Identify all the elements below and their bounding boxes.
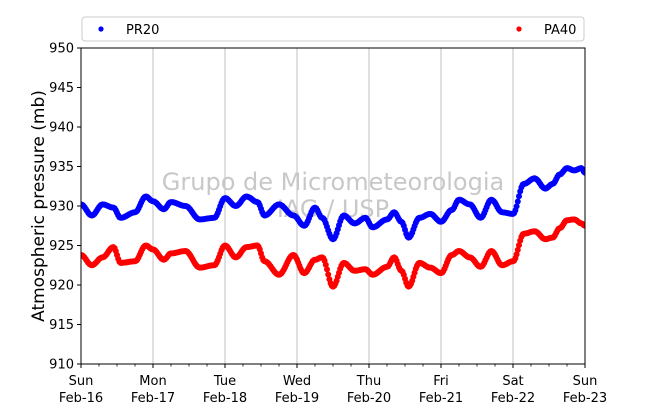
y-tick-label: 925 <box>49 239 74 254</box>
watermark-line-1: Grupo de Micrometeorologia <box>162 168 504 196</box>
grid-lines <box>80 48 586 364</box>
y-tick-label: 910 <box>49 358 74 373</box>
y-tick-label: 950 <box>49 42 74 57</box>
legend-marker-pa40 <box>516 26 522 32</box>
x-tick-label-day: Wed <box>283 374 311 389</box>
series-pr20 <box>81 165 585 243</box>
x-tick-label-date: Feb-20 <box>347 391 391 406</box>
watermark: Grupo de Micrometeorologia IAG / USP <box>162 168 504 223</box>
data-point <box>516 242 522 249</box>
y-tick-label: 940 <box>49 121 74 136</box>
legend-label-pr20: PR20 <box>126 23 159 38</box>
x-tick-label-day: Sat <box>502 374 523 389</box>
y-tick-label: 930 <box>49 200 74 215</box>
y-tick-label: 945 <box>49 81 74 96</box>
x-tick-label-date: Feb-23 <box>563 391 607 406</box>
data-point <box>582 222 585 229</box>
x-tick-label-day: Fri <box>433 374 449 389</box>
y-tick-label: 935 <box>49 160 74 175</box>
x-tick-label-date: Feb-22 <box>491 391 535 406</box>
x-tick-label-date: Feb-19 <box>275 391 319 406</box>
y-tick-label: 920 <box>49 279 74 294</box>
data-point <box>324 266 330 273</box>
y-tick-label: 915 <box>49 318 74 333</box>
y-axis: 910 915 920 925 930 935 940 945 950 <box>49 42 81 373</box>
x-tick-label-date: Feb-18 <box>203 391 247 406</box>
data-point <box>516 193 522 200</box>
x-axis: Sun Feb-16 Mon Feb-17 Tue Feb-18 Wed Feb-19 Thu F… <box>59 364 607 406</box>
x-tick-label-day: Tue <box>213 374 236 389</box>
data-point <box>514 198 521 205</box>
x-tick-label-date: Feb-17 <box>131 391 175 406</box>
data-point <box>514 246 521 253</box>
x-tick-label-date: Feb-21 <box>419 391 463 406</box>
legend-frame <box>81 16 585 42</box>
data-point <box>322 261 329 268</box>
x-tick-label-day: Thu <box>356 374 381 389</box>
x-tick-label-day: Sun <box>69 374 94 389</box>
data-point <box>325 271 332 278</box>
y-axis-label: Atmospheric pressure (mb) <box>29 90 49 322</box>
data-series <box>81 165 585 290</box>
x-tick-label-date: Feb-16 <box>59 391 103 406</box>
legend: PR20 PA40 <box>81 16 585 42</box>
x-tick-label-day: Mon <box>139 374 166 389</box>
data-point <box>513 203 520 210</box>
data-point <box>513 251 520 258</box>
series-pa40 <box>81 216 585 290</box>
data-point <box>582 169 585 176</box>
legend-label-pa40: PA40 <box>544 23 576 38</box>
legend-marker-pr20 <box>98 26 104 32</box>
x-tick-label-day: Sun <box>573 374 598 389</box>
